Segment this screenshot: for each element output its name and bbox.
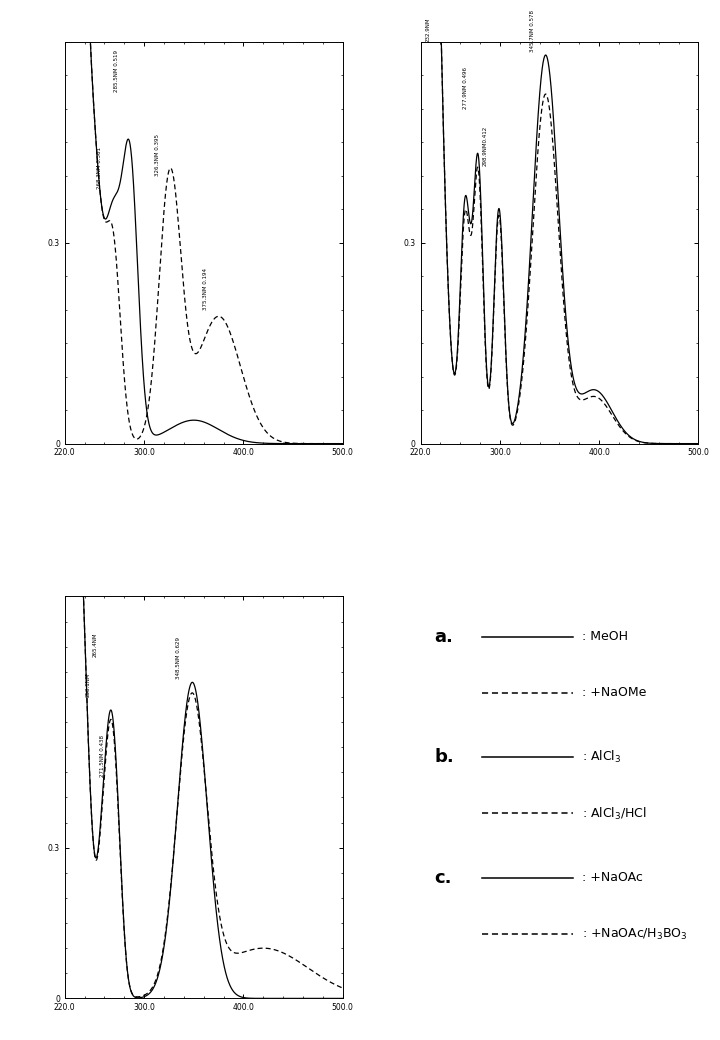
Text: b.: b. <box>434 748 454 766</box>
Text: : +NaOAc/H$_3$BO$_3$: : +NaOAc/H$_3$BO$_3$ <box>582 927 688 941</box>
Text: 298.9NM0.412: 298.9NM0.412 <box>482 125 487 165</box>
Text: : AlCl$_3$: : AlCl$_3$ <box>582 749 621 765</box>
Text: : AlCl$_3$/HCl: : AlCl$_3$/HCl <box>582 805 647 822</box>
Text: 277.9NM 0.496: 277.9NM 0.496 <box>463 67 468 108</box>
Text: : MeOH: : MeOH <box>582 630 628 643</box>
Text: 375.3NM 0.194: 375.3NM 0.194 <box>203 267 208 310</box>
Text: 326.3NM 0.395: 326.3NM 0.395 <box>155 133 160 176</box>
Text: : +NaOAc: : +NaOAc <box>582 872 642 884</box>
Text: 271.5NM 0.438: 271.5NM 0.438 <box>100 735 105 777</box>
Text: 285.5NM 0.519: 285.5NM 0.519 <box>114 50 119 92</box>
Text: : +NaOMe: : +NaOMe <box>582 686 646 699</box>
Text: c.: c. <box>434 868 452 887</box>
Text: 258.1NM: 258.1NM <box>86 673 91 697</box>
Text: 348.5NM 0.629: 348.5NM 0.629 <box>176 638 181 679</box>
Text: a.: a. <box>434 627 454 646</box>
Text: 345.7NM 0.578: 345.7NM 0.578 <box>530 9 535 52</box>
Text: 268.3NM 0.361: 268.3NM 0.361 <box>97 147 102 189</box>
Text: 232.9NM: 232.9NM <box>426 17 431 42</box>
Text: 265.4NM: 265.4NM <box>93 632 98 656</box>
